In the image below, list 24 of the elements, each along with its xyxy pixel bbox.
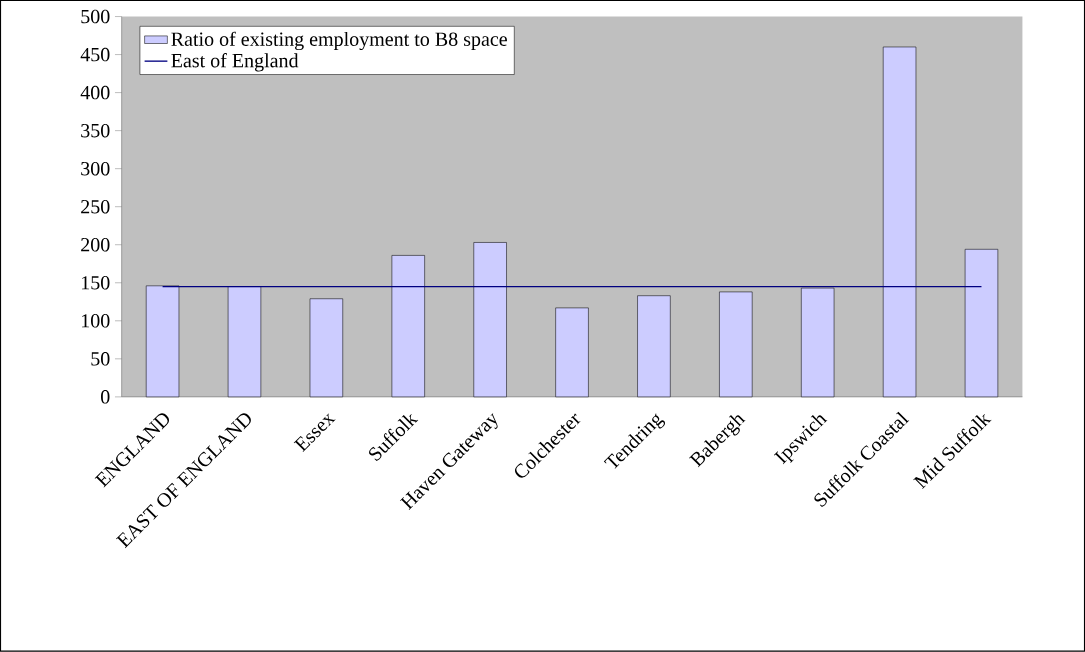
- bar: [391, 255, 425, 398]
- y-tick-label: 500: [81, 9, 110, 24]
- y-tick-label: 50: [91, 352, 110, 366]
- y-tick-label: 150: [81, 276, 110, 290]
- bar: [309, 298, 344, 398]
- bar: [555, 307, 589, 398]
- bar: [882, 46, 917, 398]
- bar: [473, 242, 507, 398]
- legend-label: East of England: [171, 53, 299, 72]
- y-tick-label: 0: [101, 390, 110, 404]
- y-tick-label: 300: [81, 162, 110, 176]
- bar: [145, 285, 180, 398]
- bar: [227, 286, 262, 398]
- y-tick-label: 450: [80, 48, 110, 62]
- y-tick-label: 350: [81, 124, 110, 138]
- y-tick-label: 250: [81, 200, 110, 214]
- bar: [719, 291, 753, 398]
- bar: [637, 295, 671, 398]
- bar: [964, 249, 999, 398]
- y-tick-label: 400: [80, 86, 110, 100]
- legend-label: Ratio of existing employment to B8 space: [171, 31, 507, 51]
- y-tick-label: 100: [81, 314, 110, 328]
- bar: [801, 288, 835, 398]
- y-tick-label: 200: [81, 238, 110, 252]
